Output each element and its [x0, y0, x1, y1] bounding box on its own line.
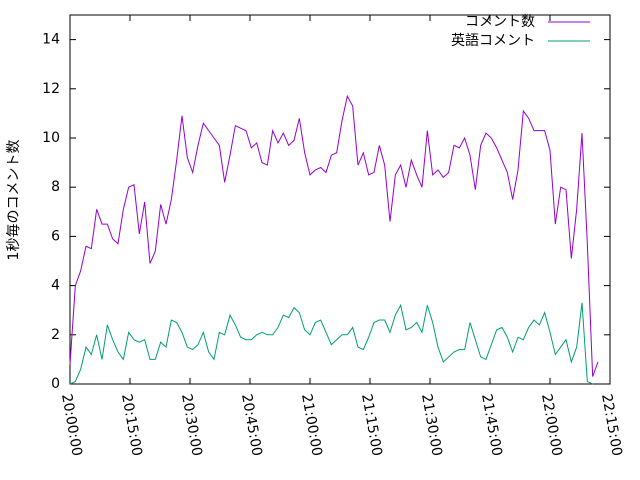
- series-line: [69, 302, 593, 385]
- y-tick-label: 4: [51, 278, 60, 294]
- x-tick-label: 20:00:00: [58, 393, 85, 458]
- x-tick-label: 21:00:00: [298, 393, 325, 458]
- y-tick-label: 6: [51, 228, 60, 244]
- legend-label: コメント数: [465, 14, 535, 30]
- plot-frame: [69, 14, 611, 385]
- y-axis-label: 1秒毎のコメント数: [6, 140, 22, 261]
- y-tick-label: 0: [51, 376, 60, 392]
- x-tick-label: 21:15:00: [358, 393, 385, 458]
- x-tick-label: 22:15:00: [598, 393, 625, 458]
- x-tick-label: 21:45:00: [478, 393, 505, 458]
- y-tick-label: 14: [42, 32, 60, 48]
- x-tick-label: 22:00:00: [538, 393, 565, 458]
- y-tick-label: 12: [42, 81, 60, 97]
- x-tick-label: 20:30:00: [178, 393, 205, 458]
- legend-label: 英語コメント: [451, 32, 535, 49]
- x-tick-label: 21:30:00: [418, 393, 445, 458]
- y-tick-label: 2: [51, 327, 60, 343]
- y-tick-label: 10: [42, 130, 60, 146]
- y-tick-label: 8: [51, 179, 60, 195]
- series-line: [69, 94, 599, 377]
- x-tick-label: 20:45:00: [238, 393, 265, 458]
- x-tick-label: 20:15:00: [118, 393, 145, 458]
